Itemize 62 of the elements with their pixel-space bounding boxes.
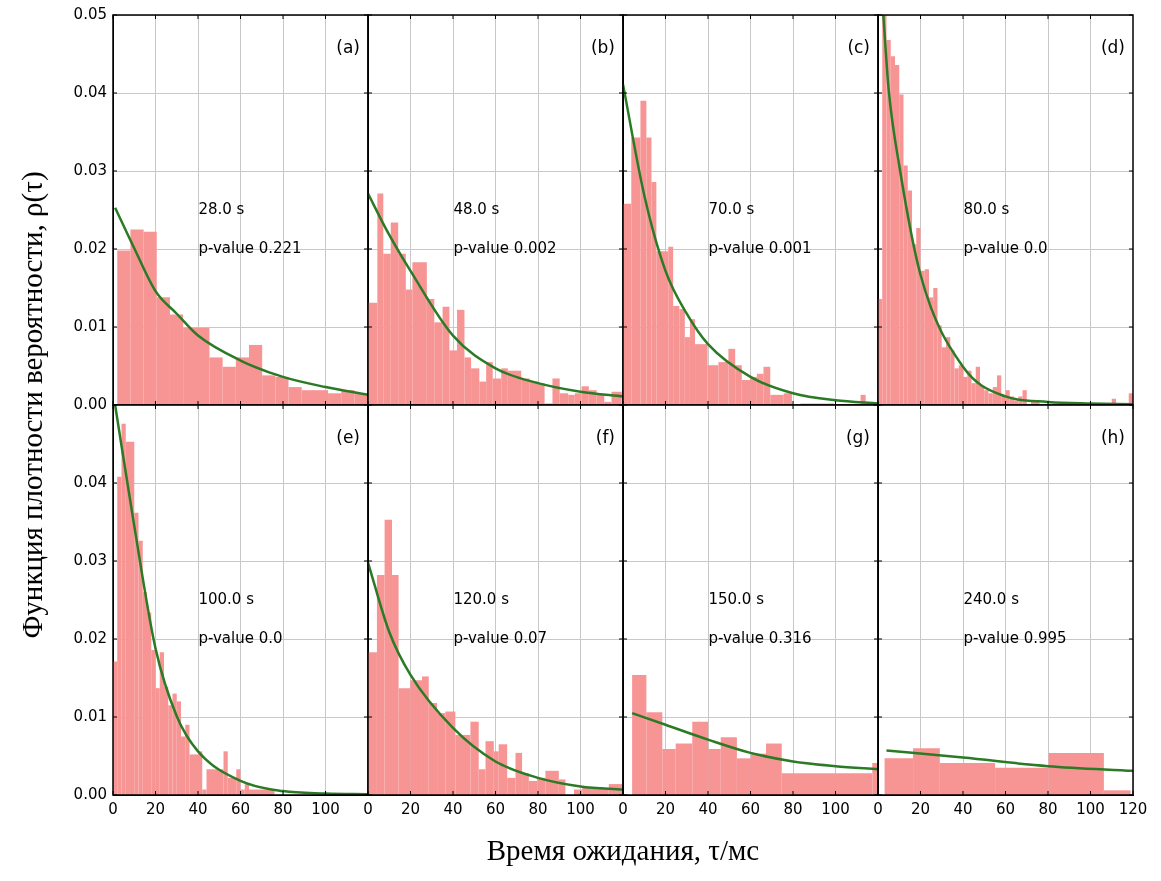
x-tick-label: 20	[400, 799, 421, 818]
annotation: (a)	[336, 37, 360, 57]
y-tick-label: 0.02	[73, 238, 107, 257]
y-tick-label: 0.05	[73, 4, 107, 23]
annotation: (c)	[847, 37, 870, 57]
annotation: 70.0 s	[708, 200, 755, 219]
x-tick-label: 40	[953, 799, 973, 818]
y-tick-label: 0.03	[73, 160, 107, 179]
x-tick-label: 20	[910, 799, 931, 818]
y-tick-label: 0.00	[73, 394, 107, 413]
annotation: (f)	[595, 427, 615, 447]
annotation: p-value 0.0	[198, 629, 283, 648]
y-axis-title: Функция плотности вероятности, ρ(τ)	[15, 171, 49, 639]
y-tick-label: 0.01	[73, 706, 107, 725]
x-tick-label: 0	[618, 799, 628, 818]
y-tick-label: 0.02	[73, 628, 107, 647]
x-tick-label: 0	[108, 799, 118, 818]
y-tick-label: 0.04	[73, 82, 107, 101]
annotation: p-value 0.001	[708, 239, 812, 258]
x-tick-label: 100	[1076, 799, 1105, 818]
x-tick-label: 80	[783, 799, 803, 818]
annotation: 48.0 s	[453, 200, 500, 219]
annotation: 80.0 s	[963, 200, 1010, 219]
annotation: p-value 0.221	[198, 239, 302, 258]
x-tick-label: 80	[1038, 799, 1058, 818]
x-tick-label: 20	[145, 799, 166, 818]
x-tick-label: 60	[995, 799, 1016, 818]
x-axis-title: Время ожидания, τ/мс	[486, 833, 760, 867]
annotation: (h)	[1100, 427, 1125, 447]
x-tick-label: 100	[821, 799, 850, 818]
annotation: p-value 0.002	[453, 239, 557, 258]
x-tick-label: 60	[230, 799, 251, 818]
annotation: 240.0 s	[963, 590, 1020, 609]
annotation: 150.0 s	[708, 590, 765, 609]
x-tick-label: 100	[311, 799, 340, 818]
annotation: (b)	[590, 37, 615, 57]
x-tick-label: 0	[363, 799, 373, 818]
annotation: (e)	[336, 427, 360, 447]
annotation: p-value 0.07	[453, 629, 548, 648]
x-tick-label: 100	[566, 799, 595, 818]
x-tick-label: 60	[740, 799, 761, 818]
x-tick-label: 120	[1118, 799, 1148, 818]
y-tick-label: 0.04	[73, 472, 107, 491]
annotation: (d)	[1100, 37, 1125, 57]
x-tick-label: 80	[273, 799, 293, 818]
y-tick-label: 0.00	[73, 784, 107, 803]
x-tick-label: 80	[528, 799, 548, 818]
annotation: 100.0 s	[198, 590, 255, 609]
annotation: (g)	[845, 427, 870, 447]
annotation: p-value 0.0	[963, 239, 1048, 258]
annotation: 120.0 s	[453, 590, 510, 609]
x-tick-label: 60	[485, 799, 506, 818]
annotation: p-value 0.316	[708, 629, 812, 648]
x-tick-label: 20	[655, 799, 676, 818]
x-tick-label: 40	[188, 799, 208, 818]
x-tick-label: 40	[443, 799, 463, 818]
annotation: 28.0 s	[198, 200, 245, 219]
y-tick-label: 0.01	[73, 316, 107, 335]
annotation: p-value 0.995	[963, 629, 1067, 648]
x-tick-label: 40	[698, 799, 718, 818]
y-tick-label: 0.03	[73, 550, 107, 569]
x-tick-label: 0	[873, 799, 883, 818]
